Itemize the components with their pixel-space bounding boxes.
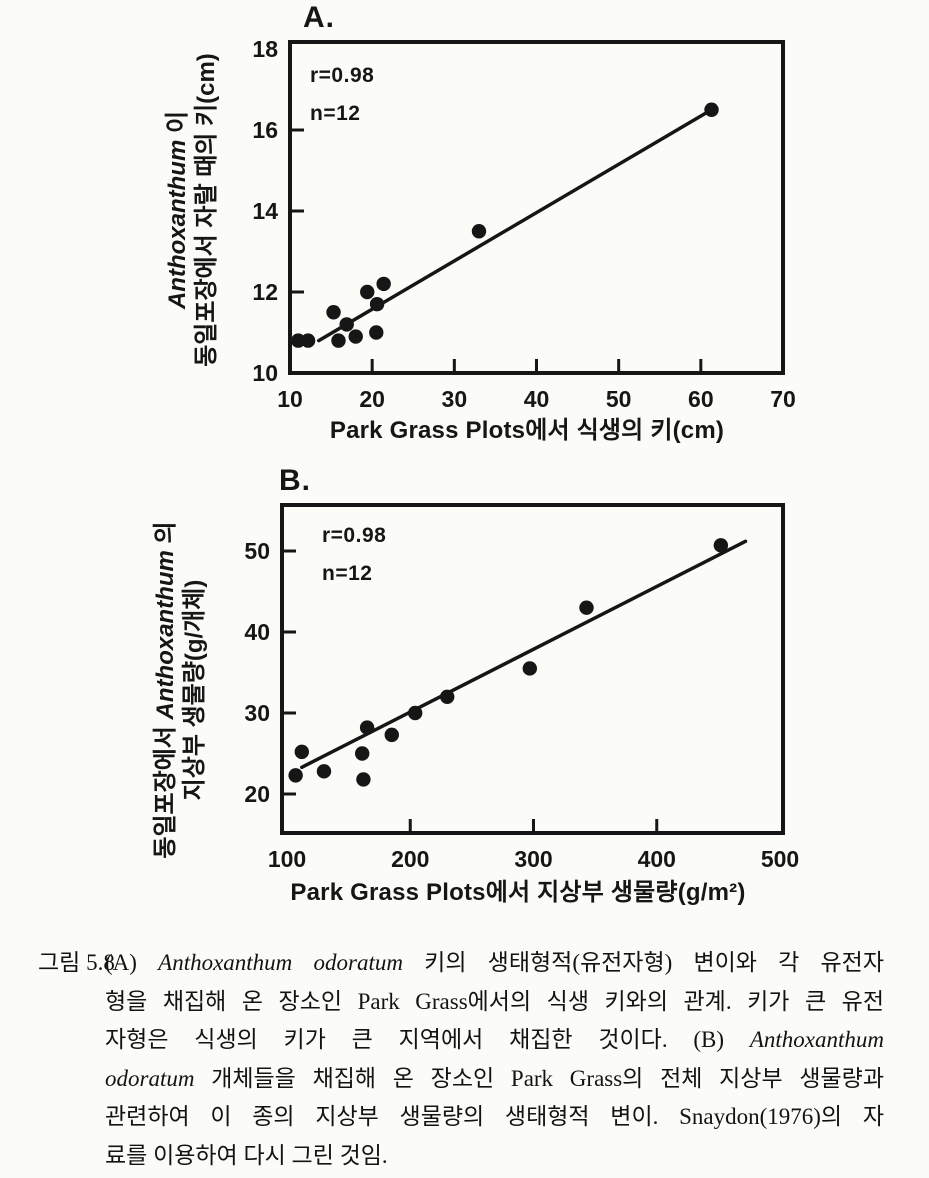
- species-name-italic: Anthoxanthum odoratum: [158, 950, 403, 975]
- x-tick-label: 50: [606, 386, 632, 412]
- x-tick-label: 200: [391, 846, 429, 872]
- panel-a-x-axis-title: Park Grass Plots에서 식생의 키(cm): [329, 417, 725, 444]
- x-tick-label: 30: [442, 386, 468, 412]
- caption-line: 료를 이용하여 다시 그린 것임.: [105, 1137, 884, 1176]
- caption-text: 관련하여 이 종의 지상부 생물량의 생태형적 변이. Snaydon(1976…: [105, 1104, 884, 1130]
- y-title-prefix: 동일포장에서: [152, 719, 179, 859]
- data-point: [376, 276, 391, 292]
- data-point: [356, 772, 371, 787]
- y-tick-label: 14: [252, 198, 278, 224]
- figure-caption: 그림 5.8 (A) Anthoxanthum odoratum 키의 생태형적…: [38, 944, 884, 1176]
- x-tick-label: 20: [359, 386, 385, 412]
- caption-text: (A): [105, 950, 159, 975]
- panel-b-r-value: r=0.98: [322, 524, 387, 547]
- figure-number: 그림 5.8: [38, 950, 115, 975]
- panel-b-y-title-line1: 동일포장에서 Anthoxanthum 의: [151, 495, 180, 885]
- panel-b-n-value: n=12: [322, 562, 373, 585]
- y-tick-label: 18: [252, 36, 278, 62]
- data-point: [316, 764, 332, 779]
- scatter-panel-B: 100 200 300 400 500 20 30 40 50: [244, 503, 799, 872]
- x-tick-label: 60: [688, 386, 714, 412]
- caption-text: 키의 생태형적(유전자형) 변이와 각 유전자: [402, 950, 884, 975]
- y-title-text: 동일포장에서 자랄 때의 키(cm): [193, 53, 220, 367]
- panel-a-label: A.: [303, 1, 335, 34]
- panel-a-r-value: r=0.98: [310, 64, 375, 87]
- y-title-text: 지상부 생물량(g/개체): [181, 579, 208, 801]
- data-point: [354, 746, 370, 761]
- y-tick-label: 40: [244, 619, 270, 645]
- data-point: [407, 705, 423, 721]
- x-tick-label: 500: [761, 846, 799, 872]
- data-point: [294, 744, 309, 760]
- data-point: [300, 333, 316, 348]
- data-point: [440, 689, 455, 704]
- data-point: [579, 600, 594, 615]
- data-point: [326, 305, 341, 320]
- data-point: [384, 727, 399, 743]
- panel-a-y-title-line2: 동일포장에서 자랄 때의 키(cm): [192, 25, 221, 395]
- panel-b-y-axis-title: 동일포장에서 Anthoxanthum 의 지상부 생물량(g/개체): [151, 495, 209, 885]
- y-tick-label: 12: [252, 279, 278, 305]
- caption-text: 형을 채집해 온 장소인 Park Grass에서의 식생 키와의 관계. 키가…: [105, 988, 884, 1014]
- panel-b-x-axis-title: Park Grass Plots에서 지상부 생물량(g/m²): [290, 879, 746, 906]
- plot-box: [288, 40, 785, 375]
- data-point: [369, 325, 384, 340]
- species-name-italic: Anthoxanthum: [749, 1027, 884, 1053]
- species-name-italic: Anthoxanthum: [164, 139, 191, 310]
- species-name-italic: odoratum: [105, 1065, 195, 1091]
- y-title-suffix: 의: [152, 521, 179, 551]
- x-tick-label: 400: [638, 846, 676, 872]
- x-tick-label: 100: [268, 846, 306, 872]
- species-name-italic: Anthoxanthum: [152, 550, 179, 720]
- caption-text: 자형은 식생의 키가 큰 지역에서 채집한 것이다. (B): [105, 1027, 750, 1053]
- caption-line: 관련하여 이 종의 지상부 생물량의 생태형적 변이. Snaydon(1976…: [105, 1098, 884, 1137]
- data-point: [288, 768, 303, 783]
- y-tick-label: 16: [252, 117, 278, 143]
- panel-b-y-title-line2: 지상부 생물량(g/개체): [180, 495, 209, 885]
- y-tick-label: 10: [252, 360, 278, 386]
- panel-a-y-title-line1: Anthoxanthum 이: [163, 25, 192, 395]
- data-point: [713, 538, 729, 553]
- caption-line: 자형은 식생의 키가 큰 지역에서 채집한 것이다. (B) Anthoxant…: [105, 1021, 884, 1060]
- y-tick-label: 30: [244, 700, 270, 726]
- caption-line: odoratum 개체들을 채집해 온 장소인 Park Grass의 전체 지…: [105, 1060, 884, 1099]
- y-title-suffix: 이: [164, 110, 191, 140]
- caption-text: 개체들을 채집해 온 장소인 Park Grass의 전체 지상부 생물량과: [194, 1065, 884, 1091]
- panel-a-n-value: n=12: [310, 102, 361, 125]
- data-point: [471, 224, 487, 239]
- x-tick-label: 10: [277, 386, 303, 412]
- x-tick-label: 70: [770, 386, 796, 412]
- data-point: [522, 661, 538, 676]
- data-point: [359, 720, 375, 735]
- x-tick-label: 40: [524, 386, 550, 412]
- scatter-panel-A: 10 20 30 40 50 60 70 10 12 14 16 18: [252, 36, 795, 412]
- panel-b-label: B.: [279, 464, 311, 497]
- x-tick-label: 300: [514, 846, 552, 872]
- trend-line: [317, 108, 714, 343]
- data-point: [360, 284, 375, 300]
- data-point: [331, 333, 346, 348]
- data-point: [339, 317, 354, 332]
- y-tick-label: 20: [244, 781, 270, 807]
- plot-box: [280, 503, 785, 835]
- data-point: [291, 333, 306, 348]
- caption-line: (A) Anthoxanthum odoratum 키의 생태형적(유전자형) …: [105, 944, 884, 983]
- data-point: [704, 102, 719, 117]
- panel-a-y-axis-title: Anthoxanthum 이 동일포장에서 자랄 때의 키(cm): [163, 25, 221, 395]
- y-tick-label: 50: [244, 538, 270, 564]
- figure-caption-body: (A) Anthoxanthum odoratum 키의 생태형적(유전자형) …: [105, 944, 884, 1176]
- data-point: [369, 296, 385, 312]
- caption-text: 료를 이용하여 다시 그린 것임.: [105, 1142, 388, 1168]
- caption-line: 형을 채집해 온 장소인 Park Grass에서의 식생 키와의 관계. 키가…: [105, 983, 884, 1022]
- data-point: [348, 329, 363, 344]
- trend-line: [300, 539, 748, 770]
